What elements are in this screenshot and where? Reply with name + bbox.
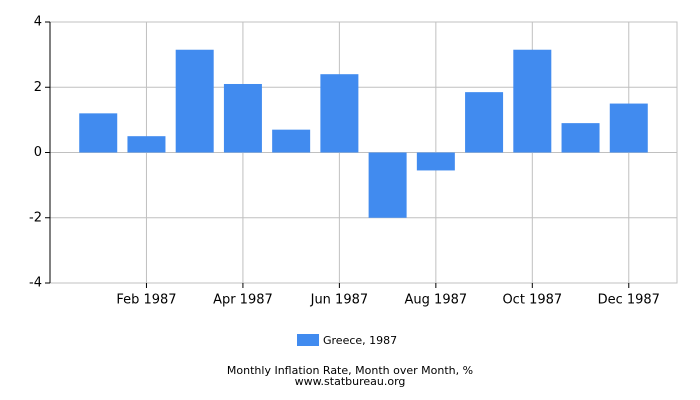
chart-subtitle: www.statbureau.org <box>295 375 406 388</box>
bar <box>175 49 214 153</box>
bar <box>513 49 552 153</box>
bar <box>609 103 648 153</box>
bar <box>127 136 166 153</box>
x-tick-label: Feb 1987 <box>116 293 176 308</box>
bar <box>320 74 359 153</box>
bar <box>223 83 262 153</box>
x-tick-label: Dec 1987 <box>598 293 660 308</box>
bar <box>79 113 118 153</box>
y-tick-label: -2 <box>29 210 42 225</box>
x-tick-label: Jun 1987 <box>310 293 369 308</box>
bar <box>368 152 407 218</box>
legend-label: Greece, 1987 <box>323 334 397 347</box>
y-tick-label: -4 <box>29 276 42 291</box>
x-tick-label: Oct 1987 <box>502 293 562 308</box>
bar <box>416 152 455 171</box>
y-tick-label: 2 <box>34 80 42 95</box>
bar <box>272 129 311 153</box>
x-tick-label: Apr 1987 <box>213 293 273 308</box>
legend-swatch <box>297 334 319 346</box>
bar <box>561 123 600 153</box>
bar <box>465 92 504 153</box>
y-tick-label: 0 <box>34 145 42 160</box>
chart-title: Monthly Inflation Rate, Month over Month… <box>227 364 473 377</box>
x-tick-label: Aug 1987 <box>405 293 468 308</box>
y-tick-label: 4 <box>34 15 42 30</box>
